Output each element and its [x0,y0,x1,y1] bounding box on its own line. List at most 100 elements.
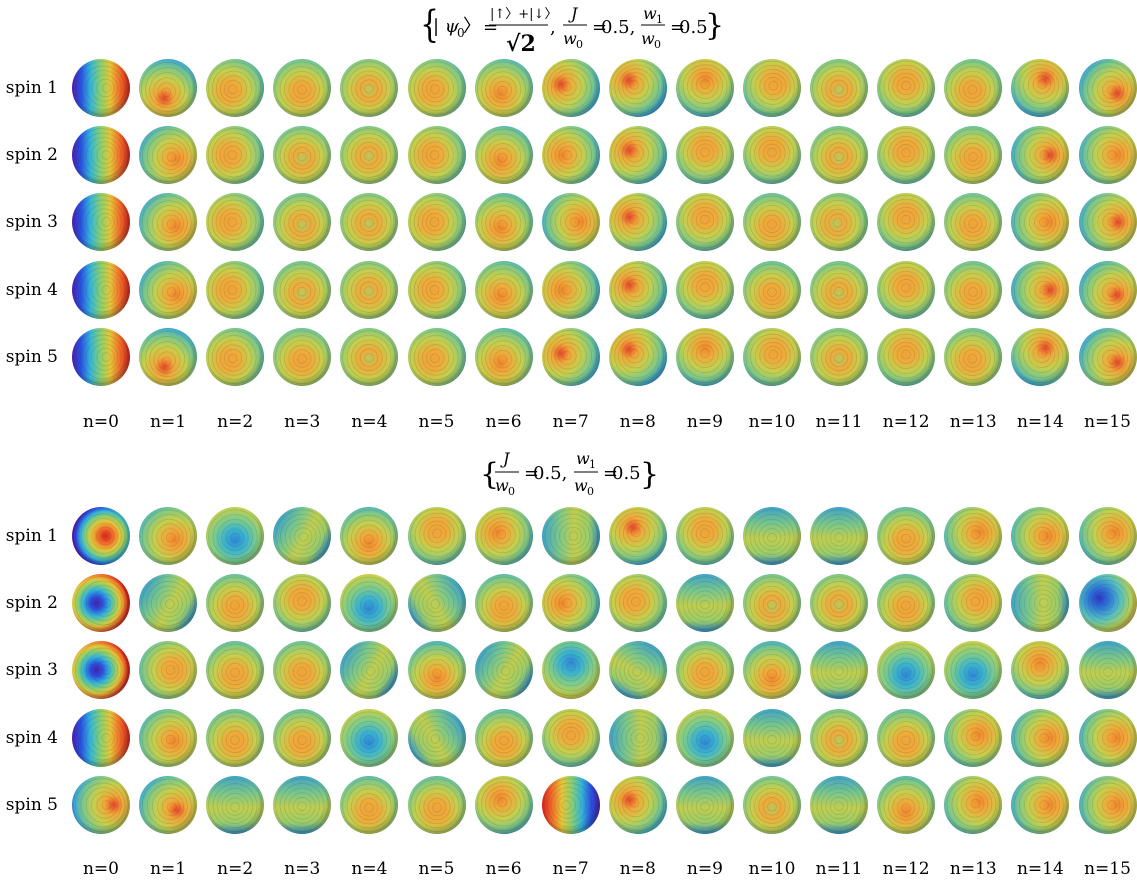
sphere-shading [541,327,600,386]
sphere-shading [206,126,265,185]
w0-subscript: 0 [576,38,583,51]
panel1-sphere-spin2-n10 [743,126,801,185]
panel2-sphere-spin1-n8 [608,507,667,565]
w0-subscript: 0 [508,485,515,498]
panel2-sphere-spin3-n9 [675,641,734,700]
panel1-sphere-spin5-n13 [944,327,1003,386]
panel2-sphere-spin4-n8 [608,708,667,767]
panel1-col-label-n13: n=13 [949,412,997,432]
panel2-sphere-spin5-n15 [1078,775,1137,834]
panel2-sphere-spin1-n3 [273,507,332,565]
sphere-shading [877,327,936,386]
sphere-shading [675,59,734,117]
sphere-shading [944,59,1003,117]
panel2-sphere-spin3-n5 [407,641,466,700]
panel1-sphere-spin3-n11 [810,193,869,252]
panel2-sphere-spin3-n12 [877,641,936,700]
sphere-shading [206,708,265,767]
panel1-row-label-spin-3: spin 3 [5,212,58,233]
panel1-sphere-spin3-n1 [139,193,198,252]
panel1-sphere-spin2-n15 [1078,126,1137,185]
sphere-shading [541,126,600,185]
sphere-shading [273,641,332,700]
fraction1-denominator: √2 [506,31,536,56]
panel2-sphere-spin2-n14 [1011,574,1070,633]
panel1-sphere-spin1-n6 [474,59,533,117]
sphere-shading [810,574,869,633]
panel2-sphere-spin1-n12 [877,507,936,565]
panel2-col-label-n7: n=7 [552,859,589,879]
sphere-shading [474,708,533,767]
w0-symbol: w [563,29,577,48]
panel2-row-label-spin-5: spin 5 [5,794,58,815]
panel1-sphere-spin4-n13 [944,260,1003,319]
panel2-sphere-spin1-n15 [1078,507,1137,565]
sphere-shading [541,59,600,117]
sphere-shading [273,507,332,565]
ket-close: 〉 [463,16,481,37]
panel2-sphere-spin3-n3 [273,641,332,700]
panel2-sphere-spin3-n2 [206,641,265,700]
sphere-shading [72,126,130,185]
w0-symbol: w [495,476,509,495]
sphere-shading [139,193,198,252]
panel1-sphere-spin1-n11 [810,59,869,117]
w0b-subscript: 0 [587,485,594,498]
panel1-sphere-spin4-n0 [72,260,130,319]
panel1-col-label-n7: n=7 [552,412,589,432]
sphere-shading [743,126,801,185]
sphere-shading [72,59,130,117]
panel2-col-label-n3: n=3 [284,859,321,879]
panel2-sphere-spin5-n5 [407,775,466,834]
panel1-sphere-spin5-n1 [139,327,198,386]
panel1-col-label-n10: n=10 [748,412,796,432]
sphere-shading [139,775,198,834]
equals-1: = [524,463,539,484]
panel2-sphere-spin4-n0 [72,708,130,767]
sphere-shading [340,574,399,633]
sphere-shading [474,775,533,834]
sphere-shading [1078,574,1137,633]
sphere-shading [474,574,533,633]
w0b-symbol: w [574,476,588,495]
sphere-shading [1011,327,1070,386]
sphere-shading [541,641,600,700]
panel2-sphere-spin3-n13 [944,641,1003,700]
panel2-sphere-spin1-n6 [474,507,533,565]
panel1-col-label-n9: n=9 [686,412,723,432]
sphere-shading [1078,507,1137,565]
sphere-shading [340,327,399,386]
panel2-sphere-spin5-n3 [273,775,332,834]
panel1-col-label-n2: n=2 [217,412,254,432]
sphere-shading [407,126,466,185]
sphere-shading [139,327,198,386]
panel2-col-label-n14: n=14 [1016,859,1064,879]
sphere-shading [474,507,533,565]
panel2-sphere-spin2-n7 [541,574,600,633]
panel2-sphere-spin4-n6 [474,708,533,767]
sphere-shading [944,574,1003,633]
panel1-sphere-spin1-n12 [877,59,936,117]
value-1: 0.5, [601,17,635,38]
panel2-sphere-spin1-n7 [541,507,600,565]
sphere-shading [1078,126,1137,185]
sphere-shading [743,775,801,834]
panel2-sphere-spin5-n11 [810,775,869,834]
panel2-row-label-spin-3: spin 3 [5,660,58,681]
panel2-sphere-spin1-n14 [1011,507,1070,565]
sphere-shading [675,126,734,185]
panel2-row-label-spin-1: spin 1 [5,526,58,546]
panel1-sphere-spin3-n4 [340,193,399,252]
panel2-col-label-n10: n=10 [748,859,796,879]
panel2-sphere-spin4-n9 [675,708,734,767]
sphere-shading [810,327,869,386]
equals-2: = [603,463,618,484]
panel2-sphere-spin2-n4 [340,574,399,633]
panel1-sphere-spin1-n2 [206,59,265,117]
panel2-sphere-spin2-n5 [407,574,466,633]
panel2-sphere-spin2-n11 [810,574,869,633]
sphere-shading [206,574,265,633]
value-2: 0.5 [612,463,641,484]
equals-2: = [592,17,607,38]
sphere-shading [541,193,600,252]
